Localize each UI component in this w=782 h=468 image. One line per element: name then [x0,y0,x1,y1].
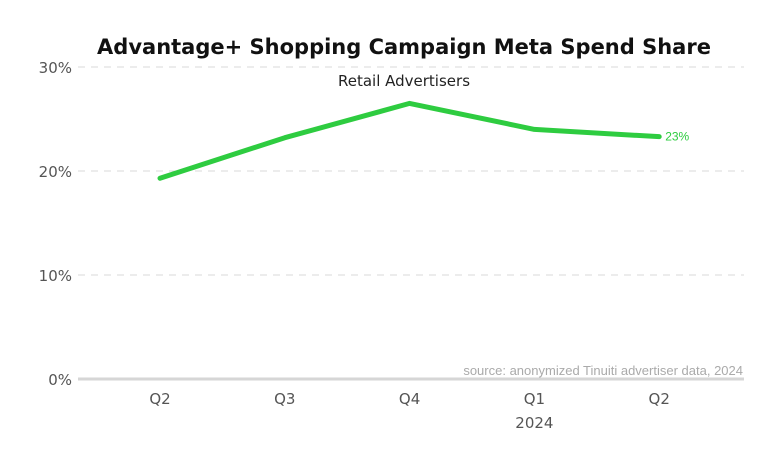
y-tick-label: 30% [39,59,72,77]
series-group: 23% [157,100,690,181]
y-axis: 0% 10% 20% 30% [39,59,72,389]
x-tick-label: Q3 [274,390,295,408]
x-tick-sublabel: 2024 [515,414,553,432]
chart-subtitle: Retail Advertisers [338,72,470,90]
y-tick-label: 10% [39,267,72,285]
x-tick-label: Q1 [524,390,545,408]
end-value-label: 23% [665,130,689,144]
gridlines [78,66,744,381]
series-line [157,100,662,181]
x-tick-label: Q4 [399,390,420,408]
x-tick-label: Q2 [649,390,670,408]
chart-title: Advantage+ Shopping Campaign Meta Spend … [97,35,711,59]
y-tick-label: 20% [39,163,72,181]
x-tick-label: Q2 [149,390,170,408]
source-note: source: anonymized Tinuiti advertiser da… [463,363,743,378]
y-tick-label: 0% [48,371,72,389]
x-axis: Q2 Q3 Q4 Q1 2024 Q2 [149,390,670,432]
